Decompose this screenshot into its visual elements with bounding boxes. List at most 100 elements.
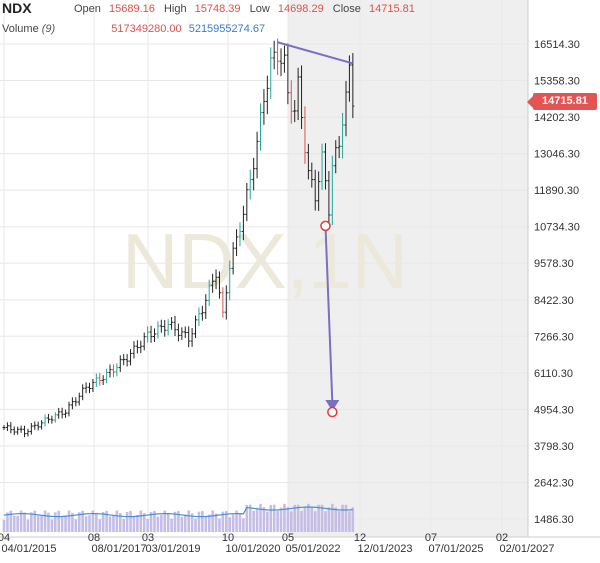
volume-bar bbox=[26, 519, 30, 532]
volume-bar bbox=[248, 504, 252, 532]
volume-bar bbox=[33, 510, 37, 532]
volume-period: (9) bbox=[41, 23, 56, 35]
volume-bar bbox=[327, 507, 331, 532]
watermark: NDX,1N bbox=[122, 217, 408, 305]
volume-bar bbox=[252, 510, 255, 532]
volume-bar bbox=[337, 511, 341, 532]
volume-ma-line bbox=[3, 506, 353, 518]
x-tick-label: 05/01/2022 bbox=[285, 543, 340, 555]
volume-bar bbox=[149, 511, 153, 532]
volume-bar bbox=[324, 511, 327, 532]
volume-bar bbox=[129, 510, 132, 532]
volume-bar bbox=[132, 516, 136, 532]
volume-bar bbox=[228, 517, 232, 532]
volume-bar bbox=[331, 503, 334, 532]
volume-bar bbox=[211, 510, 214, 532]
volume-bar bbox=[313, 511, 317, 532]
volume-bar bbox=[160, 514, 163, 532]
y-tick-label: 11890.30 bbox=[534, 185, 579, 197]
volume-bar bbox=[146, 518, 149, 532]
close-value: 14715.81 bbox=[368, 3, 415, 15]
volume-bar bbox=[43, 510, 47, 532]
x-tick-label: 10/01/2020 bbox=[225, 543, 280, 555]
volume-bar bbox=[259, 503, 262, 532]
volume-bar bbox=[170, 518, 173, 532]
symbol: NDX bbox=[2, 0, 32, 16]
drawings bbox=[277, 41, 354, 418]
arrow-head bbox=[325, 400, 340, 412]
volume-bar bbox=[40, 515, 43, 532]
volume-bar bbox=[245, 504, 249, 532]
volume-bar bbox=[125, 511, 129, 532]
x-tick-label: 08/01/2017 bbox=[91, 543, 146, 555]
y-tick-label: 3798.30 bbox=[534, 441, 574, 453]
x-tick-label: 02/01/2027 bbox=[499, 543, 554, 555]
close-label: Close bbox=[332, 3, 361, 15]
trendline bbox=[277, 41, 354, 65]
high-label: High bbox=[163, 3, 187, 15]
volume-bar bbox=[289, 511, 293, 532]
volume-bar bbox=[348, 511, 351, 532]
high-value: 15748.39 bbox=[194, 3, 241, 15]
x-tick-label: 02 bbox=[496, 532, 508, 544]
volume-bar bbox=[310, 507, 314, 532]
volume-bar bbox=[136, 514, 139, 532]
y-tick-label: 14202.30 bbox=[534, 112, 580, 124]
target-circle bbox=[327, 406, 338, 418]
volume-bar bbox=[180, 516, 184, 532]
volume-value: 517349280.00 bbox=[111, 23, 182, 35]
volume-bar bbox=[300, 510, 303, 532]
volume-bar bbox=[50, 519, 54, 532]
price-bars bbox=[2, 38, 355, 438]
volume-bar bbox=[235, 510, 238, 532]
volume-bar bbox=[218, 518, 221, 532]
projection-arrow bbox=[324, 225, 334, 403]
volume-bar bbox=[156, 516, 160, 532]
last-price-tag: 14715.81 bbox=[527, 93, 597, 110]
x-tick-label: 04/01/2015 bbox=[1, 543, 56, 555]
volume-bar bbox=[112, 515, 115, 532]
price-axis: 16514.30 15358.30 14202.30 13046.30 11890.30… bbox=[527, 0, 580, 537]
volume-ma-value: 5215955274.67 bbox=[188, 23, 266, 35]
low-value: 14698.29 bbox=[277, 3, 324, 15]
volume-bar bbox=[88, 515, 91, 532]
x-tick-label: 12/01/2023 bbox=[357, 543, 412, 555]
volume-bar bbox=[98, 519, 102, 532]
volume-bar bbox=[279, 507, 283, 532]
low-label: Low bbox=[249, 3, 270, 15]
volume-bar bbox=[238, 513, 242, 532]
volume-bar bbox=[173, 511, 177, 532]
legend-row-ohlc: NDX bbox=[2, 1, 32, 17]
volume-bar bbox=[317, 504, 320, 532]
volume-bar bbox=[272, 504, 276, 532]
y-tick-label: 1486.30 bbox=[534, 514, 574, 526]
volume-bar bbox=[105, 510, 108, 532]
volume-label: Volume bbox=[2, 23, 39, 35]
grid bbox=[0, 0, 528, 537]
open-label: Open bbox=[74, 3, 101, 15]
volume-bar bbox=[334, 507, 338, 532]
ohlc-values: Open 15689.16 High 15748.39 Low 14698.29… bbox=[74, 2, 415, 16]
volume-bar bbox=[293, 504, 296, 532]
volume-bar bbox=[214, 513, 218, 532]
volume-bar bbox=[262, 507, 266, 532]
volume-bar bbox=[2, 519, 6, 532]
volume-bar bbox=[36, 515, 40, 532]
volume-bar bbox=[54, 512, 57, 532]
volume-bar bbox=[204, 516, 208, 532]
volume-bar bbox=[283, 503, 286, 532]
volume-bar bbox=[16, 515, 19, 532]
volume-bar bbox=[139, 510, 143, 532]
volume-bar bbox=[60, 516, 64, 532]
volume-bar bbox=[84, 516, 88, 532]
volume-bar bbox=[122, 519, 125, 532]
volume-bar bbox=[74, 519, 78, 532]
volume-bar bbox=[276, 510, 279, 532]
volume-bar bbox=[6, 512, 9, 532]
volume-bar bbox=[163, 510, 167, 532]
volume-bar bbox=[64, 515, 67, 532]
x-tick-label: 10 bbox=[222, 532, 234, 544]
open-value: 15689.16 bbox=[108, 3, 155, 15]
volume-bar bbox=[108, 516, 112, 532]
